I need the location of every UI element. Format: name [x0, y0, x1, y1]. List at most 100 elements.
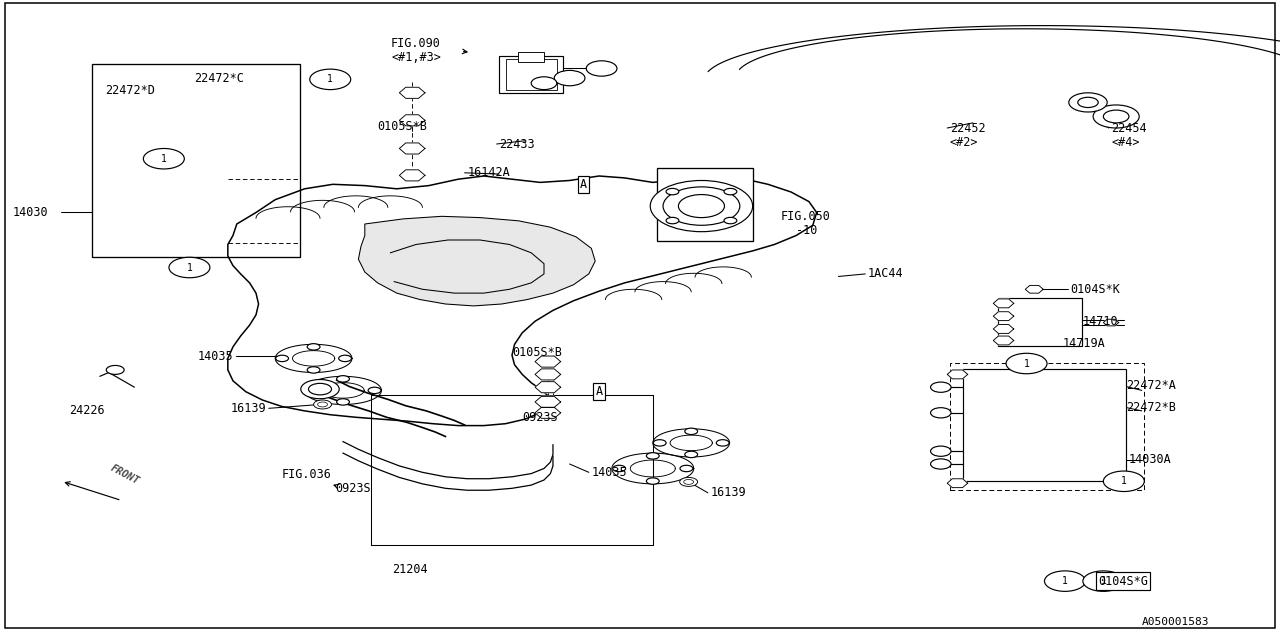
Circle shape — [646, 478, 659, 484]
Text: FIG.090: FIG.090 — [392, 37, 440, 50]
Circle shape — [653, 440, 666, 446]
Polygon shape — [993, 324, 1014, 333]
Circle shape — [680, 465, 692, 472]
Bar — [950, 363, 1144, 490]
Circle shape — [650, 180, 753, 232]
Text: 14710: 14710 — [1083, 315, 1119, 328]
Text: 22472*B: 22472*B — [1126, 401, 1176, 413]
Text: A050001583: A050001583 — [1142, 617, 1210, 627]
Circle shape — [314, 400, 332, 409]
Text: A: A — [580, 178, 588, 191]
Polygon shape — [535, 407, 561, 419]
Text: 0923S: 0923S — [522, 411, 558, 424]
Polygon shape — [535, 369, 561, 380]
Text: 0104S*G: 0104S*G — [1098, 575, 1148, 588]
Text: 22454: 22454 — [1111, 122, 1147, 134]
Polygon shape — [358, 216, 595, 306]
Text: FIG.036: FIG.036 — [282, 468, 332, 481]
Circle shape — [307, 367, 320, 373]
Polygon shape — [993, 336, 1014, 345]
Bar — [657, 168, 753, 241]
Circle shape — [337, 376, 349, 382]
Circle shape — [663, 187, 740, 225]
Circle shape — [106, 365, 124, 374]
Bar — [963, 369, 1126, 481]
Text: 16139: 16139 — [710, 486, 746, 499]
Polygon shape — [535, 381, 561, 393]
Text: 14719A: 14719A — [1062, 337, 1105, 349]
Circle shape — [1069, 93, 1107, 112]
Text: 14030: 14030 — [13, 206, 49, 219]
Circle shape — [717, 440, 730, 446]
Circle shape — [724, 188, 737, 195]
Text: FRONT: FRONT — [109, 463, 141, 486]
Circle shape — [931, 446, 951, 456]
Circle shape — [1093, 105, 1139, 128]
Circle shape — [666, 188, 678, 195]
Text: 22472*A: 22472*A — [1126, 380, 1176, 392]
Circle shape — [308, 383, 332, 395]
Circle shape — [554, 70, 585, 86]
Circle shape — [307, 344, 320, 350]
Circle shape — [724, 218, 737, 224]
Polygon shape — [993, 312, 1014, 321]
Circle shape — [931, 459, 951, 469]
Circle shape — [1044, 571, 1085, 591]
Polygon shape — [399, 87, 425, 99]
Polygon shape — [1025, 285, 1043, 293]
Bar — [92, 64, 300, 257]
Text: 1: 1 — [328, 74, 333, 84]
Text: <#1,#3>: <#1,#3> — [392, 51, 440, 64]
Text: 0105S*B: 0105S*B — [512, 346, 562, 358]
Circle shape — [531, 77, 557, 90]
Text: 22452: 22452 — [950, 122, 986, 134]
Circle shape — [169, 257, 210, 278]
Circle shape — [143, 148, 184, 169]
Polygon shape — [993, 299, 1014, 308]
Text: FIG.050: FIG.050 — [781, 210, 831, 223]
Text: 22472*D: 22472*D — [105, 84, 155, 97]
Circle shape — [931, 382, 951, 392]
Polygon shape — [399, 170, 425, 181]
Circle shape — [275, 355, 288, 362]
Circle shape — [1103, 110, 1129, 123]
Bar — [506, 59, 557, 90]
Text: A: A — [595, 385, 603, 398]
Polygon shape — [399, 143, 425, 154]
Circle shape — [1103, 471, 1144, 492]
Text: 14035: 14035 — [591, 466, 627, 479]
Bar — [518, 52, 544, 62]
Circle shape — [339, 355, 352, 362]
Circle shape — [337, 399, 349, 405]
Text: 1AC44: 1AC44 — [868, 268, 904, 280]
Text: 0104S*K: 0104S*K — [1070, 283, 1120, 296]
Polygon shape — [535, 356, 561, 367]
Polygon shape — [535, 396, 561, 408]
Circle shape — [678, 195, 724, 218]
Polygon shape — [1103, 319, 1119, 326]
Polygon shape — [947, 370, 968, 379]
Circle shape — [931, 408, 951, 418]
Polygon shape — [947, 479, 968, 488]
Text: <#2>: <#2> — [950, 136, 978, 148]
Circle shape — [646, 452, 659, 459]
Circle shape — [369, 387, 381, 394]
Text: 16139: 16139 — [230, 402, 266, 415]
Text: 14030A: 14030A — [1129, 453, 1171, 466]
Circle shape — [1083, 571, 1124, 591]
Text: 1: 1 — [1121, 476, 1126, 486]
Text: 1: 1 — [1062, 576, 1068, 586]
Text: 24226: 24226 — [69, 404, 105, 417]
Polygon shape — [399, 115, 425, 126]
Text: 22433: 22433 — [499, 138, 535, 150]
Text: 0105S*B: 0105S*B — [378, 120, 428, 133]
Text: 16142A: 16142A — [467, 166, 509, 179]
Text: 0923S: 0923S — [335, 483, 371, 495]
Text: 1: 1 — [1101, 576, 1106, 586]
Text: 22472*C: 22472*C — [195, 72, 244, 84]
Circle shape — [1006, 353, 1047, 374]
Text: 14035: 14035 — [197, 350, 233, 363]
Circle shape — [1078, 97, 1098, 108]
Circle shape — [310, 69, 351, 90]
Circle shape — [666, 218, 678, 224]
